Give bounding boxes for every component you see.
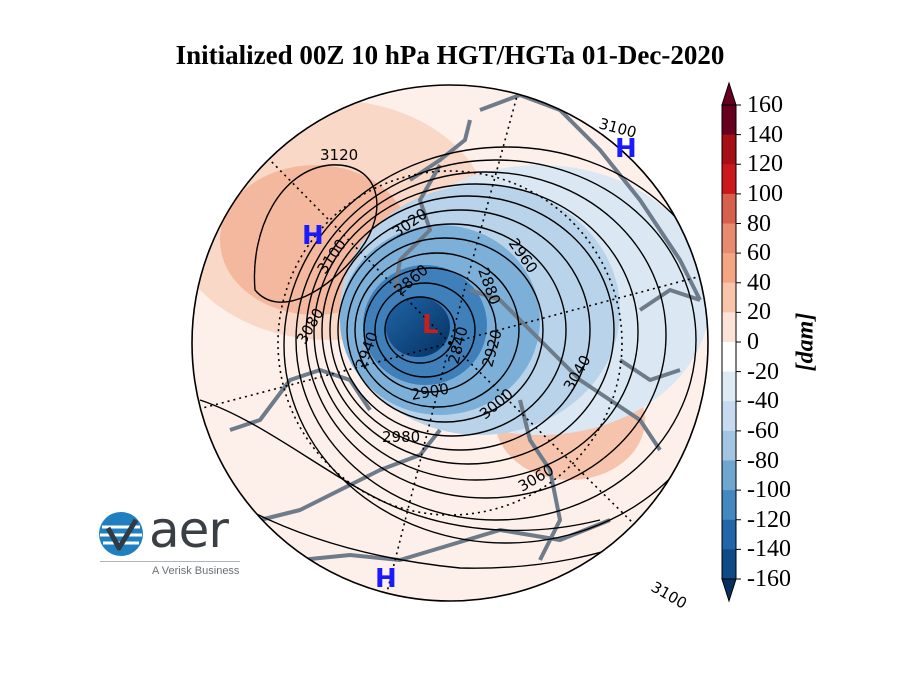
high-marker: H xyxy=(302,221,324,251)
colorbar-tick-label: 100 xyxy=(747,180,783,207)
colorbar-segment xyxy=(722,342,736,373)
colorbar-tick-label: -80 xyxy=(747,447,779,474)
colorbar-tick-label: 120 xyxy=(747,151,783,178)
colorbar-segment xyxy=(722,490,736,521)
map-border xyxy=(191,84,709,602)
colorbar-tick-label: -20 xyxy=(747,358,779,385)
anomaly-field xyxy=(192,85,708,601)
graticule xyxy=(194,85,706,601)
colorbar-tick-label: 160 xyxy=(747,92,783,118)
high-marker: H xyxy=(375,564,397,594)
colorbar-segment xyxy=(722,105,736,136)
colorbar-tick-label: -160 xyxy=(747,566,791,592)
colorbar-segment xyxy=(722,193,736,224)
colorbar-segment xyxy=(722,371,736,402)
colorbar-unit: [dam] xyxy=(792,312,819,372)
high-marker: H xyxy=(615,134,637,164)
colorbar-segment xyxy=(722,134,736,165)
colorbar-extend-top xyxy=(721,81,737,106)
low-marker: L xyxy=(422,310,439,340)
colorbar-tick-label: 80 xyxy=(747,210,771,237)
colorbar-segment xyxy=(722,282,736,313)
colorbar-tick-label: -120 xyxy=(747,506,791,533)
colorbar-tick-label: 0 xyxy=(747,329,759,355)
aer-logo-tagline: A Verisk Business xyxy=(152,565,240,577)
contour-label: 3100 xyxy=(648,578,690,613)
cold-anomaly-center xyxy=(386,297,450,357)
colorbar-tick-label: 140 xyxy=(747,121,783,148)
colorbar-segment xyxy=(722,253,736,284)
colorbar-tick-label: -60 xyxy=(747,417,779,444)
colorbar-extend-bottom xyxy=(721,578,737,603)
colorbar-segment xyxy=(722,430,736,461)
chart-title: Initialized 00Z 10 hPa HGT/HGTa 01-Dec-2… xyxy=(175,40,725,70)
contour-label: 2980 xyxy=(382,428,420,446)
aer-logo-text: aer xyxy=(149,501,229,559)
colorbar-tick-label: 20 xyxy=(747,299,771,326)
colorbar-segment xyxy=(722,401,736,432)
colorbar xyxy=(721,81,741,603)
colorbar-tick-label: -40 xyxy=(747,388,779,415)
colorbar-segment xyxy=(722,549,736,580)
colorbar-segment xyxy=(722,312,736,343)
contour-label: 3120 xyxy=(320,146,358,164)
colorbar-segment xyxy=(722,460,736,491)
colorbar-tick-label: -140 xyxy=(747,536,791,563)
colorbar-segment xyxy=(722,164,736,195)
colorbar-tick-label: 40 xyxy=(747,269,771,296)
logo-divider xyxy=(100,561,240,562)
colorbar-segment xyxy=(722,223,736,254)
aer-logo-icon xyxy=(99,512,143,556)
colorbar-tick-label: -100 xyxy=(747,477,791,504)
colorbar-segment xyxy=(722,519,736,550)
colorbar-tick-label: 60 xyxy=(747,240,771,267)
